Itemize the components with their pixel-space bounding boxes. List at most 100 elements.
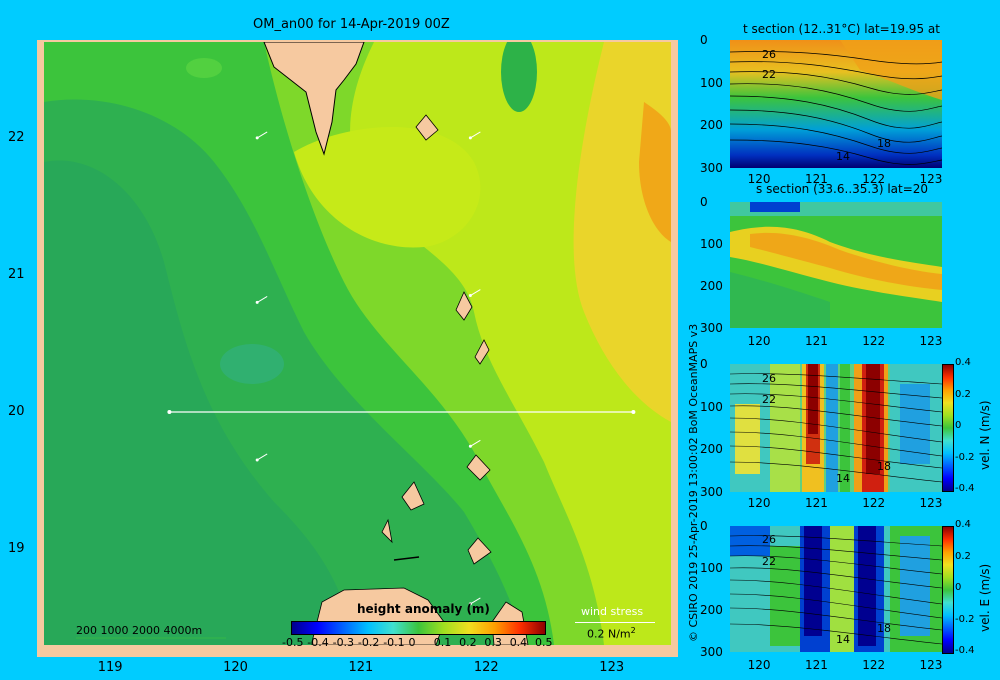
s-section-title: s section (33.6..35.3) lat=20 bbox=[756, 182, 929, 196]
vn-contour-label-26: 26 bbox=[762, 372, 776, 385]
panel-x-tick: 121 bbox=[804, 496, 828, 510]
map-y-tick: 19 bbox=[8, 541, 25, 557]
vn-contour-label-14: 14 bbox=[836, 472, 850, 485]
panel-y-tick: 0 bbox=[700, 195, 708, 209]
vel-n-section-panel bbox=[730, 364, 942, 492]
vel-colorbar-tick: 0.4 bbox=[955, 519, 971, 530]
wind-vector-head bbox=[468, 136, 472, 140]
panel-x-tick: 120 bbox=[747, 172, 771, 186]
panel-x-tick: 122 bbox=[862, 496, 886, 510]
panel-x-tick: 123 bbox=[919, 334, 943, 348]
map-overlay bbox=[167, 131, 636, 606]
panel-y-tick: 100 bbox=[700, 399, 723, 414]
vel-colorbar-tick: 0.4 bbox=[955, 357, 971, 368]
wind-vector bbox=[470, 289, 481, 296]
panel-y-tick: 100 bbox=[700, 237, 723, 251]
map-x-tick: 123 bbox=[599, 660, 625, 675]
panel-x-tick: 122 bbox=[862, 172, 886, 186]
colorbar-tick: -0.4 bbox=[307, 636, 329, 649]
wind-vector bbox=[256, 453, 268, 461]
panel-x-tick: 120 bbox=[747, 658, 771, 672]
panel-y-tick: 300 bbox=[700, 485, 723, 499]
vel-colorbar-tick: -0.2 bbox=[955, 451, 975, 463]
ve-contour-label-18: 18 bbox=[877, 622, 891, 635]
t-contour-label-18: 18 bbox=[877, 137, 891, 150]
t-contour-label-14: 14 bbox=[836, 150, 850, 163]
panel-y-tick: 0 bbox=[700, 33, 708, 47]
map-x-tick: 119 bbox=[97, 660, 123, 675]
panel-y-tick: 0 bbox=[700, 357, 708, 371]
panel-y-tick: 300 bbox=[700, 645, 723, 659]
vel-n-canvas bbox=[730, 364, 942, 492]
wind-legend-value: 0.2 N/m2 bbox=[587, 626, 636, 641]
panel-y-tick: 0 bbox=[700, 519, 708, 533]
wind-vector-head bbox=[468, 294, 472, 298]
map-y-tick: 20 bbox=[8, 404, 25, 420]
vel-colorbar-tick: -0.4 bbox=[955, 645, 975, 656]
vel-e-colorbar-label: vel. E (m/s) bbox=[978, 563, 992, 632]
ve-contour-label-26: 26 bbox=[762, 533, 776, 546]
map-canvas bbox=[44, 42, 671, 645]
vel-n-colorbar bbox=[942, 364, 954, 492]
t-contour-label-22: 22 bbox=[762, 68, 776, 81]
vel-e-section-panel bbox=[730, 526, 942, 652]
panel-x-tick: 120 bbox=[747, 496, 771, 510]
map-title: OM_an00 for 14-Apr-2019 00Z bbox=[253, 17, 450, 32]
vn-contour-label-18: 18 bbox=[877, 460, 891, 473]
depth-legend-bar bbox=[76, 637, 226, 639]
colorbar-title: height anomaly (m) bbox=[357, 602, 490, 616]
colorbar-tick: 0.2 bbox=[459, 636, 477, 649]
colorbar-tick: -0.1 bbox=[383, 636, 405, 649]
colorbar-tick: 0 bbox=[408, 636, 416, 649]
credit-text: © CSIRO 2019 25-Apr-2019 13:00:02 BoM Oc… bbox=[687, 323, 700, 642]
panel-x-tick: 123 bbox=[919, 658, 943, 672]
colorbar-tick: -0.5 bbox=[282, 636, 304, 649]
vn-contour-label-22: 22 bbox=[762, 393, 776, 406]
map-y-tick: 21 bbox=[8, 266, 25, 282]
vel-e-canvas bbox=[730, 526, 942, 652]
panel-y-tick: 300 bbox=[700, 321, 723, 335]
panel-x-tick: 121 bbox=[804, 658, 828, 672]
panel-y-tick: 100 bbox=[700, 75, 723, 90]
wind-vector-head bbox=[255, 458, 259, 462]
section-endpoint bbox=[167, 410, 172, 415]
map-x-tick: 121 bbox=[348, 660, 374, 675]
panel-y-tick: 200 bbox=[700, 118, 723, 133]
wind-vector-head bbox=[468, 602, 472, 606]
wind-legend-label: wind stress bbox=[581, 605, 644, 618]
colorbar-tick: -0.2 bbox=[357, 636, 380, 649]
panel-x-tick: 120 bbox=[747, 334, 771, 348]
colorbar-tick: 0.1 bbox=[433, 636, 452, 649]
t-contour-label-26: 26 bbox=[762, 48, 776, 61]
panel-x-tick: 122 bbox=[862, 658, 886, 672]
colorbar-tick: 0.5 bbox=[535, 636, 553, 649]
vel-colorbar-tick: 0.2 bbox=[955, 388, 971, 400]
t-section-panel bbox=[730, 40, 942, 168]
wind-vector bbox=[256, 295, 268, 303]
panel-x-tick: 122 bbox=[862, 334, 886, 348]
vel-n-colorbar-label: vel. N (m/s) bbox=[978, 400, 992, 470]
vel-e-colorbar bbox=[942, 526, 954, 654]
panel-y-tick: 200 bbox=[700, 279, 723, 293]
s-section-panel bbox=[730, 202, 942, 328]
map-x-tick: 120 bbox=[223, 660, 248, 675]
vel-colorbar-tick: 0.2 bbox=[955, 550, 971, 562]
wind-vector-head bbox=[255, 300, 259, 304]
height-anomaly-map bbox=[44, 42, 671, 645]
height-anomaly-colorbar bbox=[291, 621, 546, 635]
wind-legend-arrow bbox=[575, 622, 655, 623]
panel-y-tick: 300 bbox=[700, 161, 723, 175]
wind-vector bbox=[470, 439, 481, 447]
wind-vector-head bbox=[468, 444, 472, 448]
panel-x-tick: 121 bbox=[804, 172, 828, 186]
wind-vector bbox=[470, 597, 481, 605]
colorbar-tick: -0.3 bbox=[332, 636, 355, 649]
ve-contour-label-14: 14 bbox=[836, 633, 850, 646]
panel-x-tick: 123 bbox=[919, 172, 943, 186]
panel-y-tick: 200 bbox=[700, 603, 723, 617]
wind-vector bbox=[256, 131, 268, 139]
vel-colorbar-tick: -0.2 bbox=[955, 613, 975, 625]
map-y-tick: 22 bbox=[8, 129, 25, 145]
depth-legend: 200 1000 2000 4000m bbox=[76, 624, 203, 637]
panel-x-tick: 121 bbox=[804, 334, 828, 348]
